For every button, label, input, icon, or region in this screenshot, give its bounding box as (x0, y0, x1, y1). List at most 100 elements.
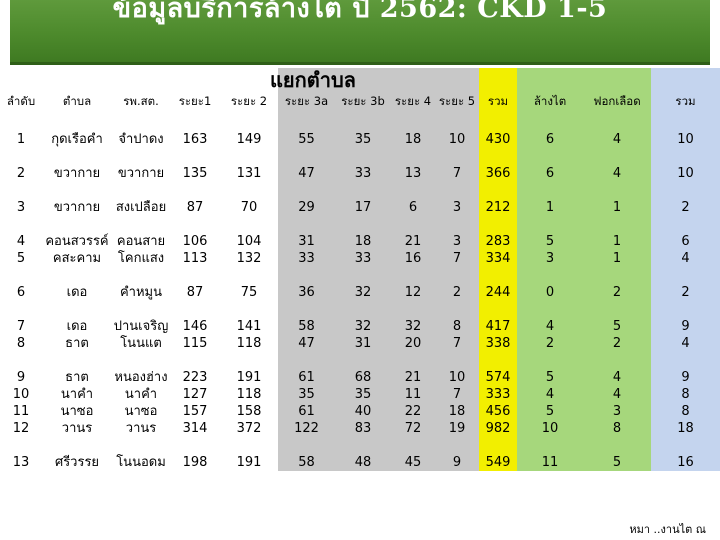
cell-no: 5 (16, 251, 26, 266)
table-row: 2 ขวากาย ขวากาย 135 131 47 33 13 7 366 6 4 10 (0, 148, 720, 182)
cell-s2: 104 (236, 234, 262, 249)
page-title: ข้อมูลบริการล้างไต ปี 2562: CKD 1-5 (112, 0, 608, 24)
cell-pd: 4 (517, 386, 583, 403)
cell-sum: 10 (651, 148, 720, 182)
cell-s2: 132 (236, 251, 262, 266)
cell-no: 4 (16, 234, 26, 249)
cell-s4: 21 (391, 216, 435, 250)
col-header-rpsot: รพ.สต. (123, 94, 159, 108)
col-header-tambon: ตำบล (62, 94, 92, 108)
cell-s3b: 35 (335, 114, 391, 148)
cell-s3b: 48 (335, 437, 391, 471)
cell-sum: 2 (651, 182, 720, 216)
cell-hd: 5 (583, 437, 651, 471)
cell-no: 2 (16, 166, 26, 181)
cell-no: 8 (16, 336, 26, 351)
table-row: 10 นาคำ นาคำ 127 118 35 35 11 7 333 4 4 8 (0, 386, 720, 403)
cell-tambon: เดอ (66, 285, 88, 300)
cell-s1: 135 (182, 166, 208, 181)
cell-sum: 16 (651, 437, 720, 471)
cell-s3a: 55 (278, 114, 335, 148)
cell-s1: 106 (182, 234, 208, 249)
cell-rpsot: ปานเจริญ (113, 319, 169, 334)
cell-sum: 4 (651, 250, 720, 267)
cell-pd: 5 (517, 216, 583, 250)
table-row: 3 ขวากาย สงเปลือย 87 70 29 17 6 3 212 1 1 2 (0, 182, 720, 216)
cell-hd: 4 (583, 148, 651, 182)
cell-tambon: เดอ (66, 319, 88, 334)
cell-pd: 6 (517, 114, 583, 148)
cell-s4: 16 (391, 250, 435, 267)
cell-s5: 7 (435, 250, 479, 267)
cell-s3a: 35 (278, 386, 335, 403)
col-header-stage3a: ระยะ 3a (278, 68, 335, 114)
cell-tambon: ศรีวรรย (54, 455, 100, 470)
cell-tambon: กุดเรือคำ (51, 132, 103, 147)
cell-total: 456 (479, 403, 517, 420)
col-header-stage1: ระยะ1 (178, 94, 212, 108)
col-header-hd: ฟอกเลือด (583, 68, 651, 114)
ckd-data-table: ลำดับ ตำบล รพ.สต. ระยะ1 ระยะ 2 ระยะ 3a ร… (0, 68, 720, 471)
cell-sum: 8 (651, 403, 720, 420)
cell-s3b: 33 (335, 148, 391, 182)
cell-total: 549 (479, 437, 517, 471)
cell-sum: 6 (651, 216, 720, 250)
cell-rpsot: จำปาดง (118, 132, 164, 147)
cell-s2: 70 (240, 200, 258, 215)
cell-hd: 3 (583, 403, 651, 420)
cell-s2: 158 (236, 404, 262, 419)
cell-s5: 7 (435, 386, 479, 403)
cell-rpsot: หนองฮ่าง (114, 370, 168, 385)
cell-s2: 191 (236, 455, 262, 470)
cell-no: 6 (16, 285, 26, 300)
cell-sum: 4 (651, 335, 720, 352)
cell-s2: 118 (236, 387, 262, 402)
cell-s4: 32 (391, 301, 435, 335)
cell-s3a: 33 (278, 250, 335, 267)
cell-s4: 12 (391, 267, 435, 301)
cell-s1: 115 (182, 336, 208, 351)
cell-s3b: 33 (335, 250, 391, 267)
cell-pd: 5 (517, 403, 583, 420)
cell-pd: 10 (517, 420, 583, 437)
cell-sum: 10 (651, 114, 720, 148)
cell-s3b: 40 (335, 403, 391, 420)
cell-s3a: 61 (278, 352, 335, 386)
cell-s5: 10 (435, 352, 479, 386)
cell-s5: 3 (435, 216, 479, 250)
cell-rpsot: นาคำ (124, 387, 158, 402)
cell-tambon: ธาต (65, 336, 89, 351)
cell-total: 334 (479, 250, 517, 267)
page-subtitle: แยกตำบล (270, 68, 356, 92)
cell-no: 1 (16, 132, 26, 147)
cell-s2: 131 (236, 166, 262, 181)
cell-hd: 1 (583, 182, 651, 216)
cell-total: 283 (479, 216, 517, 250)
table-row: 12 วานร วานร 314 372 122 83 72 19 982 10 8 18 (0, 420, 720, 437)
cell-no: 12 (12, 421, 30, 436)
cell-s3b: 32 (335, 301, 391, 335)
cell-s5: 19 (435, 420, 479, 437)
cell-total: 333 (479, 386, 517, 403)
cell-sum: 9 (651, 352, 720, 386)
cell-s3a: 58 (278, 437, 335, 471)
col-header-stage4: ระยะ 4 (391, 68, 435, 114)
cell-s3a: 58 (278, 301, 335, 335)
cell-s3a: 47 (278, 335, 335, 352)
cell-pd: 5 (517, 352, 583, 386)
cell-hd: 1 (583, 216, 651, 250)
cell-s5: 2 (435, 267, 479, 301)
cell-s4: 72 (391, 420, 435, 437)
cell-hd: 4 (583, 386, 651, 403)
table-row: 11 นาซอ นาซอ 157 158 61 40 22 18 456 5 3 8 (0, 403, 720, 420)
cell-rpsot: โนนอดม (116, 455, 166, 470)
cell-s5: 9 (435, 437, 479, 471)
cell-s1: 113 (182, 251, 208, 266)
cell-total: 574 (479, 352, 517, 386)
cell-s5: 18 (435, 403, 479, 420)
cell-hd: 8 (583, 420, 651, 437)
cell-rpsot: คำหมูน (119, 285, 163, 300)
table-row: 1 กุดเรือคำ จำปาดง 163 149 55 35 18 10 430 6 4 10 (0, 114, 720, 148)
table-row: 9 ธาต หนองฮ่าง 223 191 61 68 21 10 574 5 4 9 (0, 352, 720, 386)
cell-s2: 372 (236, 421, 262, 436)
